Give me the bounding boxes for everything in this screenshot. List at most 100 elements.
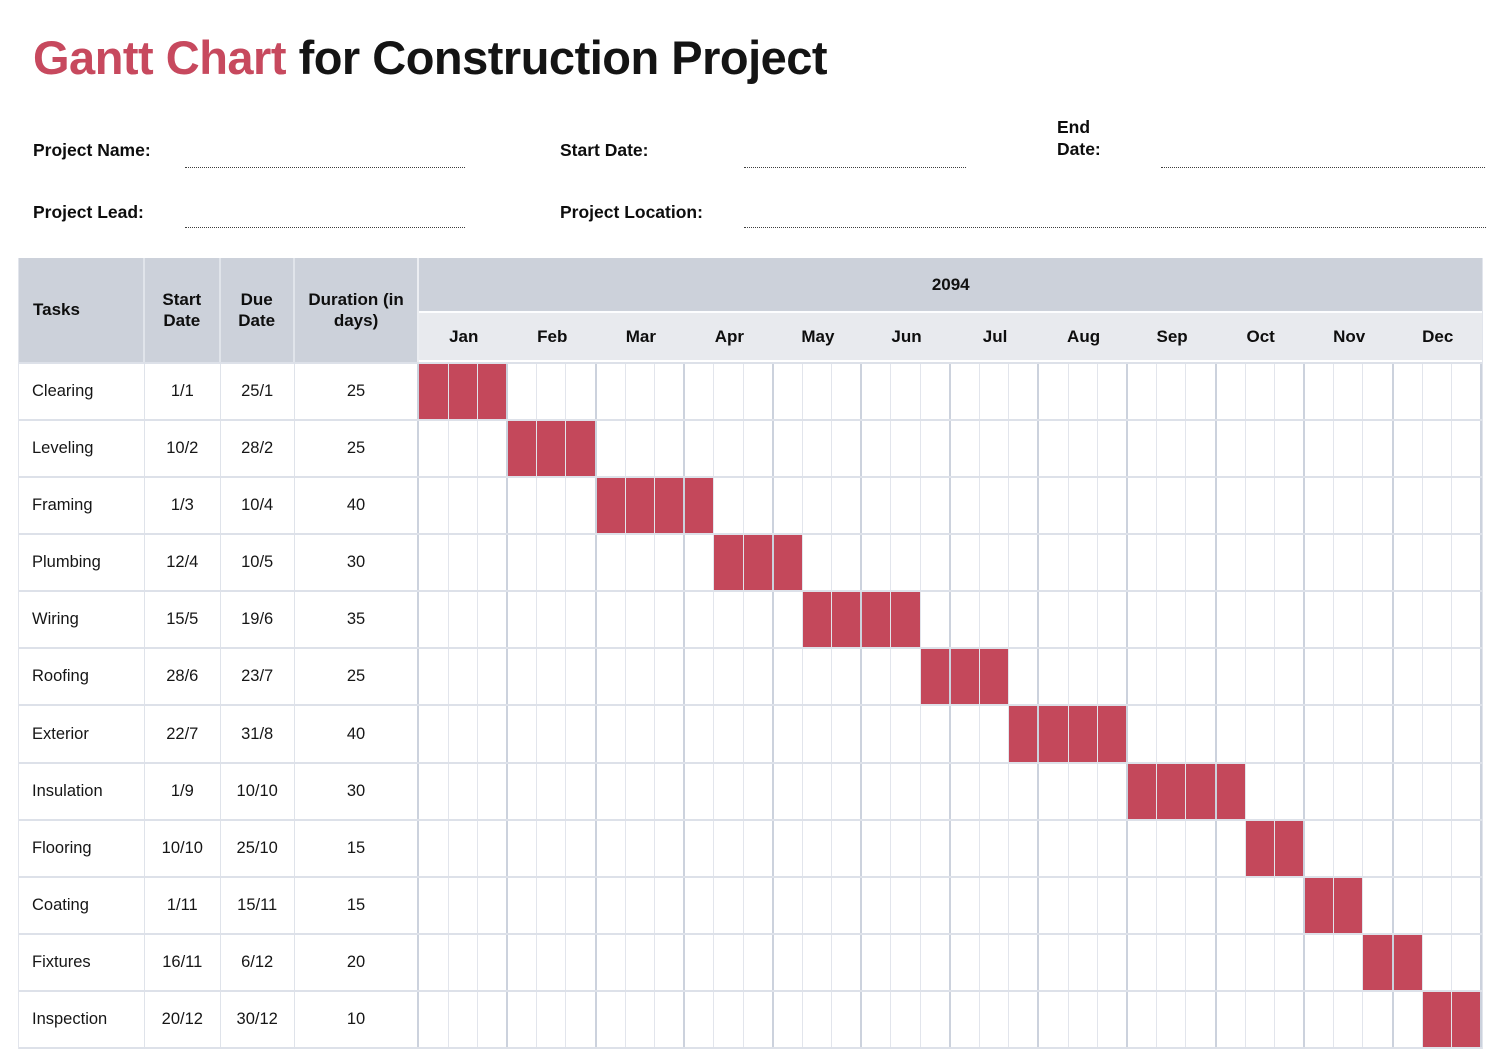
gantt-cell[interactable] (1393, 820, 1423, 876)
gantt-cell[interactable] (596, 649, 626, 705)
gantt-cell[interactable] (832, 877, 863, 933)
gantt-cell[interactable] (1245, 535, 1275, 591)
gantt-cell[interactable] (1009, 592, 1040, 648)
gantt-cell[interactable] (477, 763, 509, 819)
gantt-cell[interactable] (419, 649, 449, 705)
gantt-bar-cell[interactable] (743, 535, 774, 591)
gantt-cell[interactable] (1245, 421, 1275, 477)
gantt-cell[interactable] (1186, 820, 1217, 876)
gantt-cell[interactable] (862, 763, 892, 819)
gantt-cell[interactable] (862, 934, 892, 990)
gantt-cell[interactable] (1216, 877, 1246, 933)
gantt-cell[interactable] (625, 364, 655, 420)
gantt-cell[interactable] (1068, 649, 1098, 705)
task-name-cell[interactable]: Clearing (19, 364, 145, 420)
gantt-cell[interactable] (1068, 478, 1098, 534)
gantt-bar-cell[interactable] (1274, 820, 1306, 876)
start-date-cell[interactable]: 10/10 (144, 820, 221, 876)
gantt-cell[interactable] (596, 877, 626, 933)
gantt-cell[interactable] (950, 535, 981, 591)
gantt-cell[interactable] (773, 649, 803, 705)
gantt-cell[interactable] (537, 934, 567, 990)
gantt-cell[interactable] (980, 763, 1010, 819)
gantt-cell[interactable] (537, 820, 567, 876)
gantt-cell[interactable] (537, 763, 567, 819)
gantt-cell[interactable] (1452, 763, 1483, 819)
gantt-cell[interactable] (743, 877, 774, 933)
gantt-cell[interactable] (508, 592, 538, 648)
gantt-cell[interactable] (1274, 877, 1306, 933)
gantt-bar-cell[interactable] (1157, 763, 1187, 819)
gantt-cell[interactable] (1186, 934, 1217, 990)
start-date-cell[interactable]: 16/11 (144, 934, 221, 990)
gantt-bar-cell[interactable] (980, 649, 1010, 705)
start-date-cell[interactable]: 20/12 (144, 991, 221, 1047)
gantt-cell[interactable] (625, 991, 655, 1047)
gantt-cell[interactable] (1393, 364, 1423, 420)
gantt-bar-cell[interactable] (1068, 706, 1098, 762)
duration-cell[interactable]: 30 (294, 763, 420, 819)
gantt-bar-cell[interactable] (419, 364, 449, 420)
gantt-cell[interactable] (566, 934, 597, 990)
gantt-cell[interactable] (714, 421, 744, 477)
duration-cell[interactable]: 10 (294, 991, 420, 1047)
gantt-cell[interactable] (773, 877, 803, 933)
gantt-cell[interactable] (448, 934, 478, 990)
gantt-cell[interactable] (862, 364, 892, 420)
gantt-cell[interactable] (448, 763, 478, 819)
gantt-cell[interactable] (625, 820, 655, 876)
gantt-cell[interactable] (566, 535, 597, 591)
gantt-bar-cell[interactable] (596, 478, 626, 534)
gantt-cell[interactable] (1186, 535, 1217, 591)
gantt-cell[interactable] (654, 991, 686, 1047)
gantt-cell[interactable] (1068, 763, 1098, 819)
gantt-cell[interactable] (596, 991, 626, 1047)
gantt-cell[interactable] (448, 592, 478, 648)
gantt-bar-cell[interactable] (477, 364, 509, 420)
gantt-cell[interactable] (1274, 763, 1306, 819)
gantt-cell[interactable] (862, 478, 892, 534)
gantt-cell[interactable] (1009, 991, 1040, 1047)
gantt-cell[interactable] (654, 592, 686, 648)
gantt-cell[interactable] (832, 706, 863, 762)
gantt-cell[interactable] (832, 934, 863, 990)
gantt-cell[interactable] (1097, 421, 1128, 477)
task-name-cell[interactable]: Wiring (19, 592, 145, 648)
gantt-cell[interactable] (920, 421, 951, 477)
gantt-cell[interactable] (802, 763, 833, 819)
gantt-cell[interactable] (654, 877, 686, 933)
gantt-cell[interactable] (1452, 934, 1483, 990)
gantt-cell[interactable] (714, 592, 744, 648)
gantt-cell[interactable] (891, 478, 921, 534)
gantt-cell[interactable] (773, 820, 803, 876)
gantt-cell[interactable] (1245, 478, 1275, 534)
gantt-cell[interactable] (508, 991, 538, 1047)
gantt-cell[interactable] (773, 364, 803, 420)
duration-cell[interactable]: 40 (294, 478, 420, 534)
gantt-cell[interactable] (950, 706, 981, 762)
project-name-input-line[interactable] (185, 167, 465, 168)
start-date-cell[interactable]: 28/6 (144, 649, 221, 705)
gantt-cell[interactable] (537, 478, 567, 534)
gantt-cell[interactable] (1334, 934, 1364, 990)
gantt-cell[interactable] (1422, 877, 1453, 933)
gantt-cell[interactable] (714, 820, 744, 876)
gantt-cell[interactable] (1274, 478, 1306, 534)
gantt-cell[interactable] (1393, 706, 1423, 762)
gantt-cell[interactable] (891, 649, 921, 705)
start-date-cell[interactable]: 22/7 (144, 706, 221, 762)
gantt-cell[interactable] (743, 592, 774, 648)
gantt-cell[interactable] (1305, 820, 1335, 876)
gantt-cell[interactable] (773, 763, 803, 819)
gantt-cell[interactable] (1305, 649, 1335, 705)
gantt-cell[interactable] (1274, 421, 1306, 477)
gantt-cell[interactable] (773, 706, 803, 762)
gantt-cell[interactable] (1009, 364, 1040, 420)
gantt-cell[interactable] (566, 991, 597, 1047)
start-date-input-line[interactable] (744, 167, 966, 168)
gantt-bar-cell[interactable] (654, 478, 686, 534)
gantt-cell[interactable] (891, 763, 921, 819)
gantt-cell[interactable] (419, 820, 449, 876)
gantt-cell[interactable] (862, 991, 892, 1047)
task-name-cell[interactable]: Fixtures (19, 934, 145, 990)
